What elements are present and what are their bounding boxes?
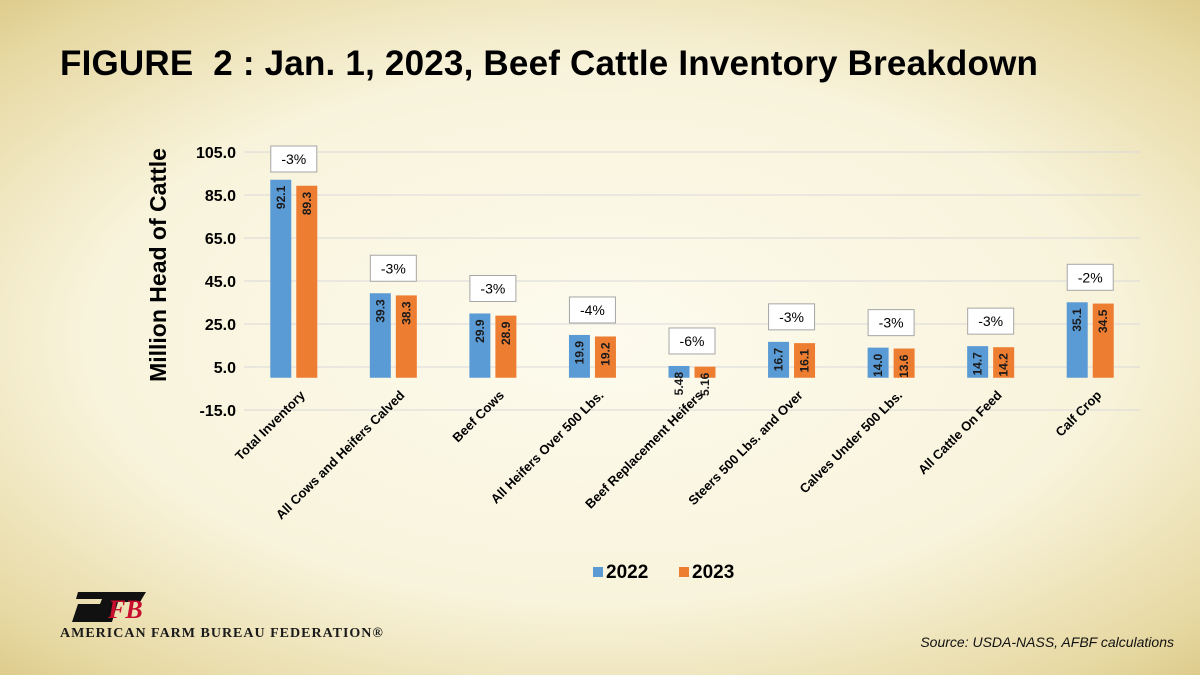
change-callout	[369, 254, 417, 282]
bars: 92.1 89.3 39.3 38.3 29.9 28.9 19.9 19.2 5.48 5.16…	[270, 179, 1114, 396]
y-tick-label: 25.0	[205, 317, 236, 334]
bar-2023	[694, 366, 716, 378]
change-label: -3%	[978, 313, 1003, 329]
source-note: Source: USDA-NASS, AFBF calculations	[920, 634, 1174, 650]
y-axis-ticks: 105.0 85.0 65.0 45.0 25.0 5.0 -15.0	[196, 145, 236, 420]
change-annotations: -3% -3% -3% -4% -6% -3% -3% -3% -2%	[270, 145, 1114, 355]
bar-value-label: 13.6	[897, 354, 911, 378]
y-axis-title: Million Head of Cattle	[145, 148, 171, 382]
y-tick-label: -15.0	[200, 403, 237, 420]
category-label: All Cattle On Feed	[915, 387, 1005, 477]
category-label: Calf Crop	[1052, 387, 1104, 439]
legend-label: 2023	[692, 562, 734, 583]
legend: 2022 2023	[593, 562, 734, 583]
bar-value-label: 39.3	[373, 299, 387, 323]
bar-value-label: 14.2	[997, 353, 1011, 377]
category-label: Beef Replacement Heifers	[582, 388, 706, 512]
page-title: FIGURE 2 : Jan. 1, 2023, Beef Cattle Inv…	[60, 44, 1039, 83]
y-tick-label: 45.0	[205, 274, 236, 291]
bar-value-label: 5.48	[672, 372, 686, 396]
change-callout	[270, 145, 318, 173]
change-callout	[1066, 263, 1114, 291]
category-label: Steers 500 Lbs. and Over	[685, 388, 805, 508]
bar-2022	[270, 179, 292, 378]
bar-value-label: 92.1	[274, 185, 288, 209]
y-tick-label: 5.0	[214, 360, 236, 377]
bar-2023	[794, 343, 816, 378]
bar-2022	[568, 334, 590, 378]
bar-2023	[993, 347, 1015, 378]
change-label: -3%	[381, 260, 406, 276]
bar-value-label: 29.9	[473, 319, 487, 343]
bar-2023	[296, 185, 318, 378]
bar-2022	[768, 341, 790, 378]
change-callout	[967, 307, 1015, 335]
legend-swatch-2022	[593, 567, 603, 577]
change-callout	[469, 274, 517, 302]
change-label: -3%	[879, 315, 904, 331]
bar-2022	[1066, 302, 1088, 378]
bar-value-label: 19.2	[598, 342, 612, 366]
change-callout	[768, 303, 816, 331]
change-callout	[668, 327, 716, 355]
change-callout	[867, 309, 915, 337]
change-label: -4%	[580, 302, 605, 318]
bar-2022	[668, 365, 690, 378]
bar-value-label: 34.5	[1096, 309, 1110, 333]
category-label: All Heifers Over 500 Lbs.	[488, 388, 607, 507]
bar-2022	[867, 347, 889, 378]
category-label: Beef Cows	[449, 388, 507, 446]
bar-2022	[369, 293, 391, 378]
bar-value-label: 14.0	[871, 353, 885, 377]
change-label: -6%	[680, 333, 705, 349]
bar-value-label: 14.7	[971, 352, 985, 376]
bar-value-label: 16.1	[798, 349, 812, 373]
organization-name: AMERICAN FARM BUREAU FEDERATION®	[60, 626, 384, 641]
afbf-logo: FB	[72, 592, 146, 624]
bar-value-label: 89.3	[300, 191, 314, 215]
bar-2022	[967, 346, 989, 378]
change-label: -3%	[779, 309, 804, 325]
bar-value-label: 16.7	[772, 348, 786, 372]
change-label: -3%	[281, 151, 306, 167]
change-label: -2%	[1078, 269, 1103, 285]
bar-value-label: 5.16	[698, 372, 712, 396]
logo-lettering: FB	[107, 595, 143, 624]
legend-label: 2022	[606, 562, 648, 583]
bar-value-label: 38.3	[399, 301, 413, 325]
change-label: -3%	[480, 280, 505, 296]
category-label: Calves Under 500 Lbs.	[797, 388, 906, 497]
bar-2023	[594, 336, 616, 378]
bar-value-label: 19.9	[572, 341, 586, 365]
y-tick-label: 85.0	[205, 188, 236, 205]
y-tick-label: 105.0	[196, 145, 236, 162]
gridlines	[244, 151, 1140, 411]
bar-2023	[495, 315, 517, 378]
bar-value-label: 35.1	[1070, 308, 1084, 332]
category-label: Total Inventory	[232, 387, 308, 463]
change-callout	[568, 296, 616, 324]
bar-2023	[1092, 303, 1114, 378]
legend-swatch-2023	[679, 567, 689, 577]
bar-2023	[893, 348, 915, 378]
bar-2023	[395, 295, 417, 378]
bar-value-label: 28.9	[499, 321, 513, 345]
bar-2022	[469, 313, 491, 378]
y-tick-label: 65.0	[205, 231, 236, 248]
